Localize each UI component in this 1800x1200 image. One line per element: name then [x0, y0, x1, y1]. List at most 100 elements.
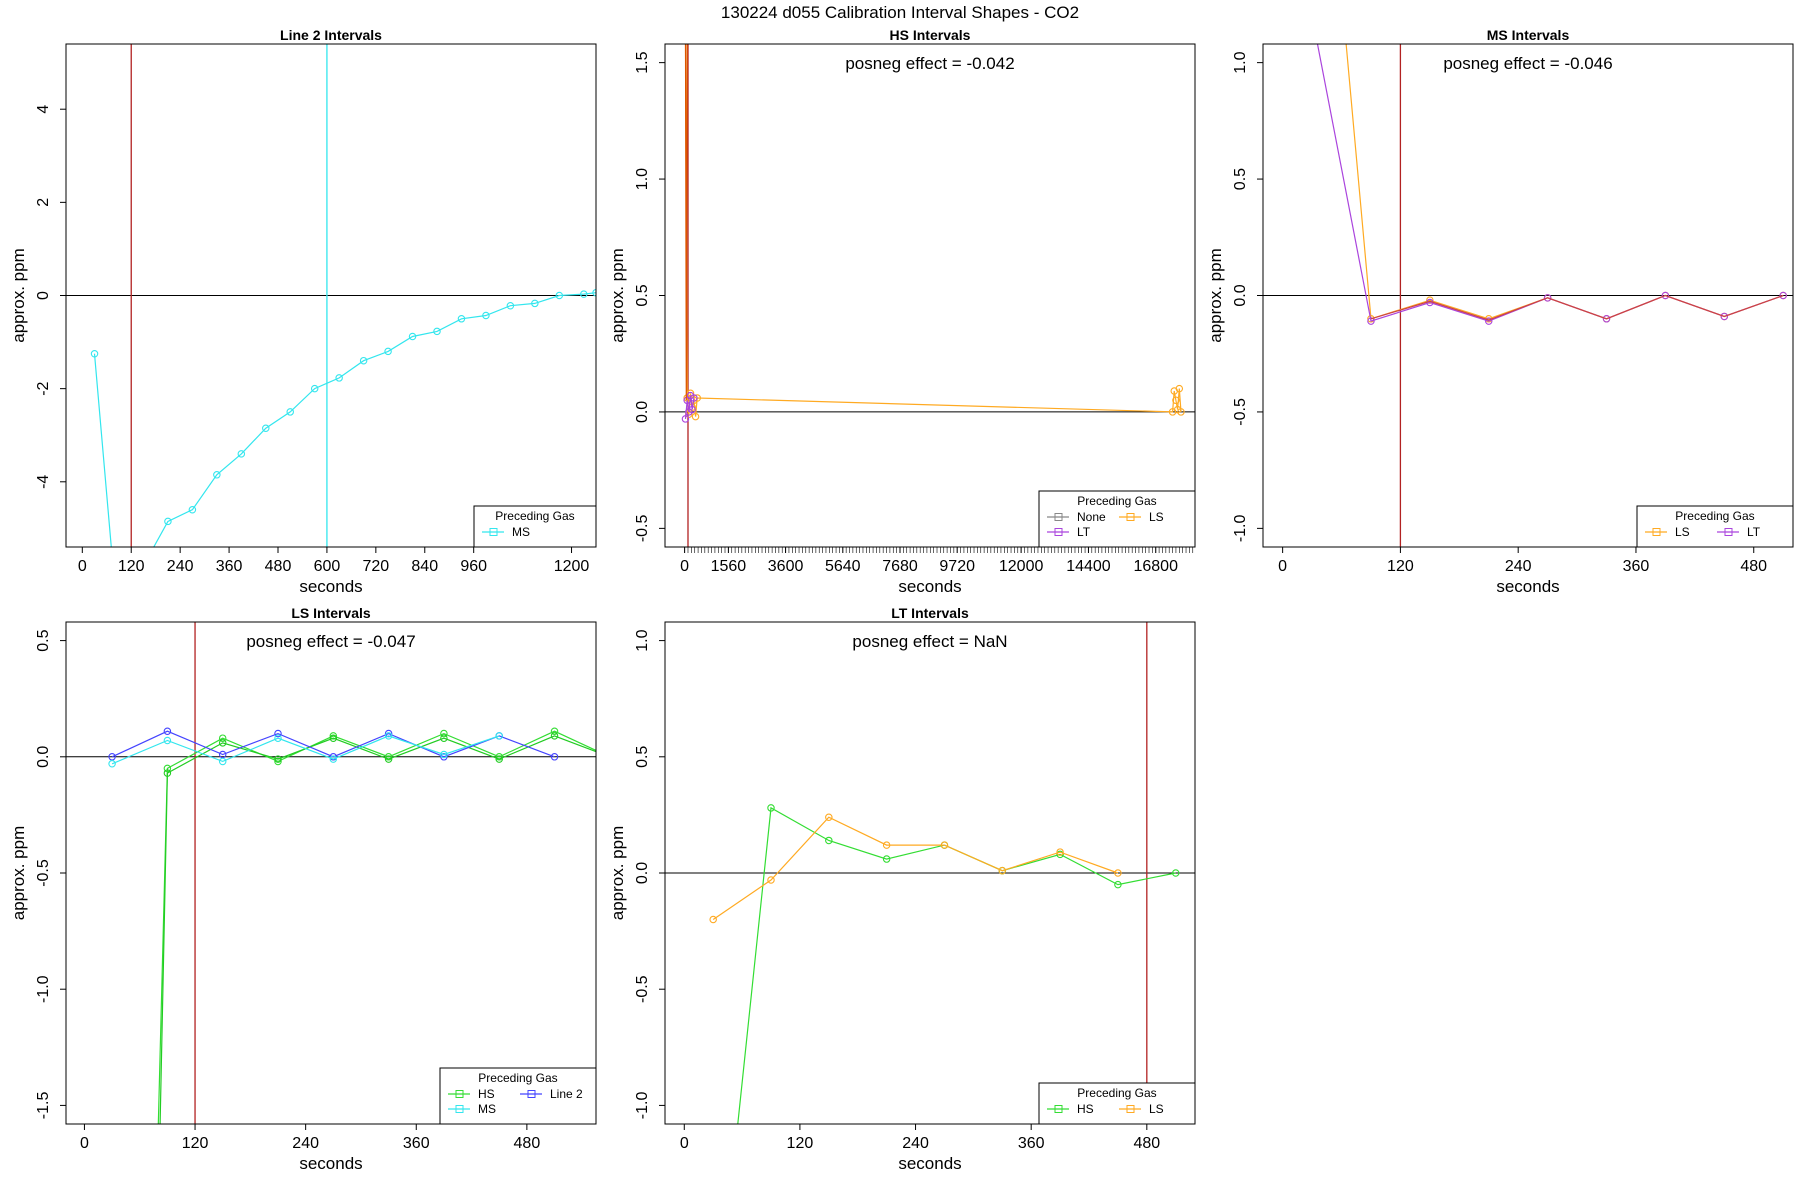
data-point [998, 866, 1007, 875]
legend-swatch-marker [1724, 528, 1733, 536]
chart-panel-2: HS Intervals 0 1560 3600 5640 7680 9720 12000 14… [608, 27, 1196, 596]
data-point [1172, 396, 1180, 405]
legend-swatch-marker [527, 1090, 536, 1098]
legend-swatch-marker [1054, 513, 1063, 521]
data-point [495, 753, 503, 761]
legend-entry-label: LS [1149, 510, 1164, 524]
data-point [1426, 296, 1434, 304]
x-tick-label: 3600 [768, 558, 804, 575]
x-tick-label: 7680 [882, 558, 918, 575]
x-tick-label: 240 [167, 558, 194, 575]
data-point [688, 405, 696, 414]
y-tick-label: 0.0 [634, 862, 651, 884]
x-tick-label: 240 [902, 1135, 929, 1152]
y-axis-label: approx. ppm [9, 826, 28, 921]
legend: Preceding Gas MS [473, 505, 597, 548]
data-point [384, 732, 393, 740]
posneg-annotation: posneg effect = -0.042 [845, 54, 1014, 73]
y-tick-label: -0.5 [634, 514, 651, 542]
data-point [767, 876, 775, 884]
x-tick-label: 480 [1740, 558, 1767, 575]
data-point [329, 755, 338, 763]
chart-title: HS Intervals [890, 27, 971, 43]
series-line-extra-2 [1370, 294, 1784, 321]
y-tick-label: -0.5 [634, 975, 651, 1003]
data-point [286, 408, 294, 416]
y-tick-label: 1.0 [634, 629, 651, 651]
x-tick-label: 360 [403, 1135, 430, 1152]
data-point [693, 394, 701, 402]
legend-entry-label: HS [478, 1087, 495, 1101]
data-point [90, 349, 99, 358]
data-point [580, 290, 588, 298]
data-point [482, 311, 490, 320]
y-tick-label: 0.0 [35, 746, 52, 768]
x-tick-label: 0 [1278, 558, 1287, 575]
legend-title: Preceding Gas [1077, 494, 1156, 508]
plot-area [66, 44, 596, 547]
legend-swatch-marker [1054, 1105, 1063, 1113]
y-tick-label: -0.5 [1232, 398, 1249, 426]
x-tick-label: 480 [265, 558, 292, 575]
data-point [384, 729, 393, 738]
data-point [709, 915, 717, 924]
x-tick-label: 480 [1133, 1135, 1160, 1152]
data-point [274, 755, 282, 763]
plot-area [665, 622, 1195, 1124]
data-point [690, 394, 698, 402]
series-line-extra-1 [159, 735, 596, 1124]
x-tick-label: 0 [680, 1135, 689, 1152]
y-tick-label: -1.0 [35, 975, 52, 1003]
data-point [1056, 850, 1064, 859]
legend-title: Preceding Gas [495, 509, 574, 523]
y-tick-label: -4 [35, 475, 52, 489]
x-tick-label: 12000 [999, 558, 1044, 575]
data-point [882, 841, 891, 849]
series-line-ls [712, 816, 1119, 920]
y-axis-label: approx. ppm [608, 826, 627, 921]
data-point [495, 755, 503, 763]
data-point [550, 732, 559, 740]
data-point [329, 753, 338, 761]
data-point [310, 384, 319, 393]
legend-entry-label: LS [1149, 1102, 1164, 1116]
x-tick-label: 0 [80, 1135, 89, 1152]
data-point [218, 750, 227, 759]
posneg-annotation: posneg effect = -0.047 [246, 632, 415, 651]
chart-title: MS Intervals [1487, 27, 1570, 43]
y-axis-label: approx. ppm [9, 248, 28, 343]
data-point [1114, 869, 1122, 877]
legend-entry-label: MS [512, 525, 530, 539]
posneg-annotation: posneg effect = -0.046 [1443, 54, 1612, 73]
x-tick-label: 120 [1387, 558, 1414, 575]
legend-box [1636, 505, 1794, 548]
data-point [274, 757, 282, 766]
legend-box [473, 505, 597, 548]
data-point [825, 836, 833, 845]
data-point [440, 753, 448, 761]
legend-entry-label: LS [1675, 525, 1690, 539]
data-point [218, 757, 227, 766]
series-line-hs [157, 730, 596, 1124]
data-point [767, 804, 775, 812]
series-line-extra-3 [684, 44, 688, 401]
x-tick-label: 9720 [939, 558, 975, 575]
data-point [940, 841, 949, 849]
legend-swatch-marker [1126, 513, 1135, 521]
legend: Preceding Gas LS LT [1636, 505, 1794, 548]
plot-area [66, 622, 596, 1124]
legend-swatch-marker [455, 1105, 464, 1113]
chart-panel-4: LS Intervals 0 120 240 360 480 seconds -1.5 -1.0… [9, 605, 597, 1173]
x-tick-label: 480 [514, 1135, 541, 1152]
x-tick-label: 600 [314, 558, 341, 575]
data-point [335, 374, 343, 382]
data-point [213, 471, 221, 479]
legend-box [1038, 490, 1196, 548]
data-point [1661, 291, 1670, 300]
y-tick-label: 4 [35, 105, 52, 114]
chart-title: Line 2 Intervals [280, 27, 382, 43]
figure-title: 130224 d055 Calibration Interval Shapes … [721, 3, 1079, 22]
data-point [163, 736, 172, 745]
